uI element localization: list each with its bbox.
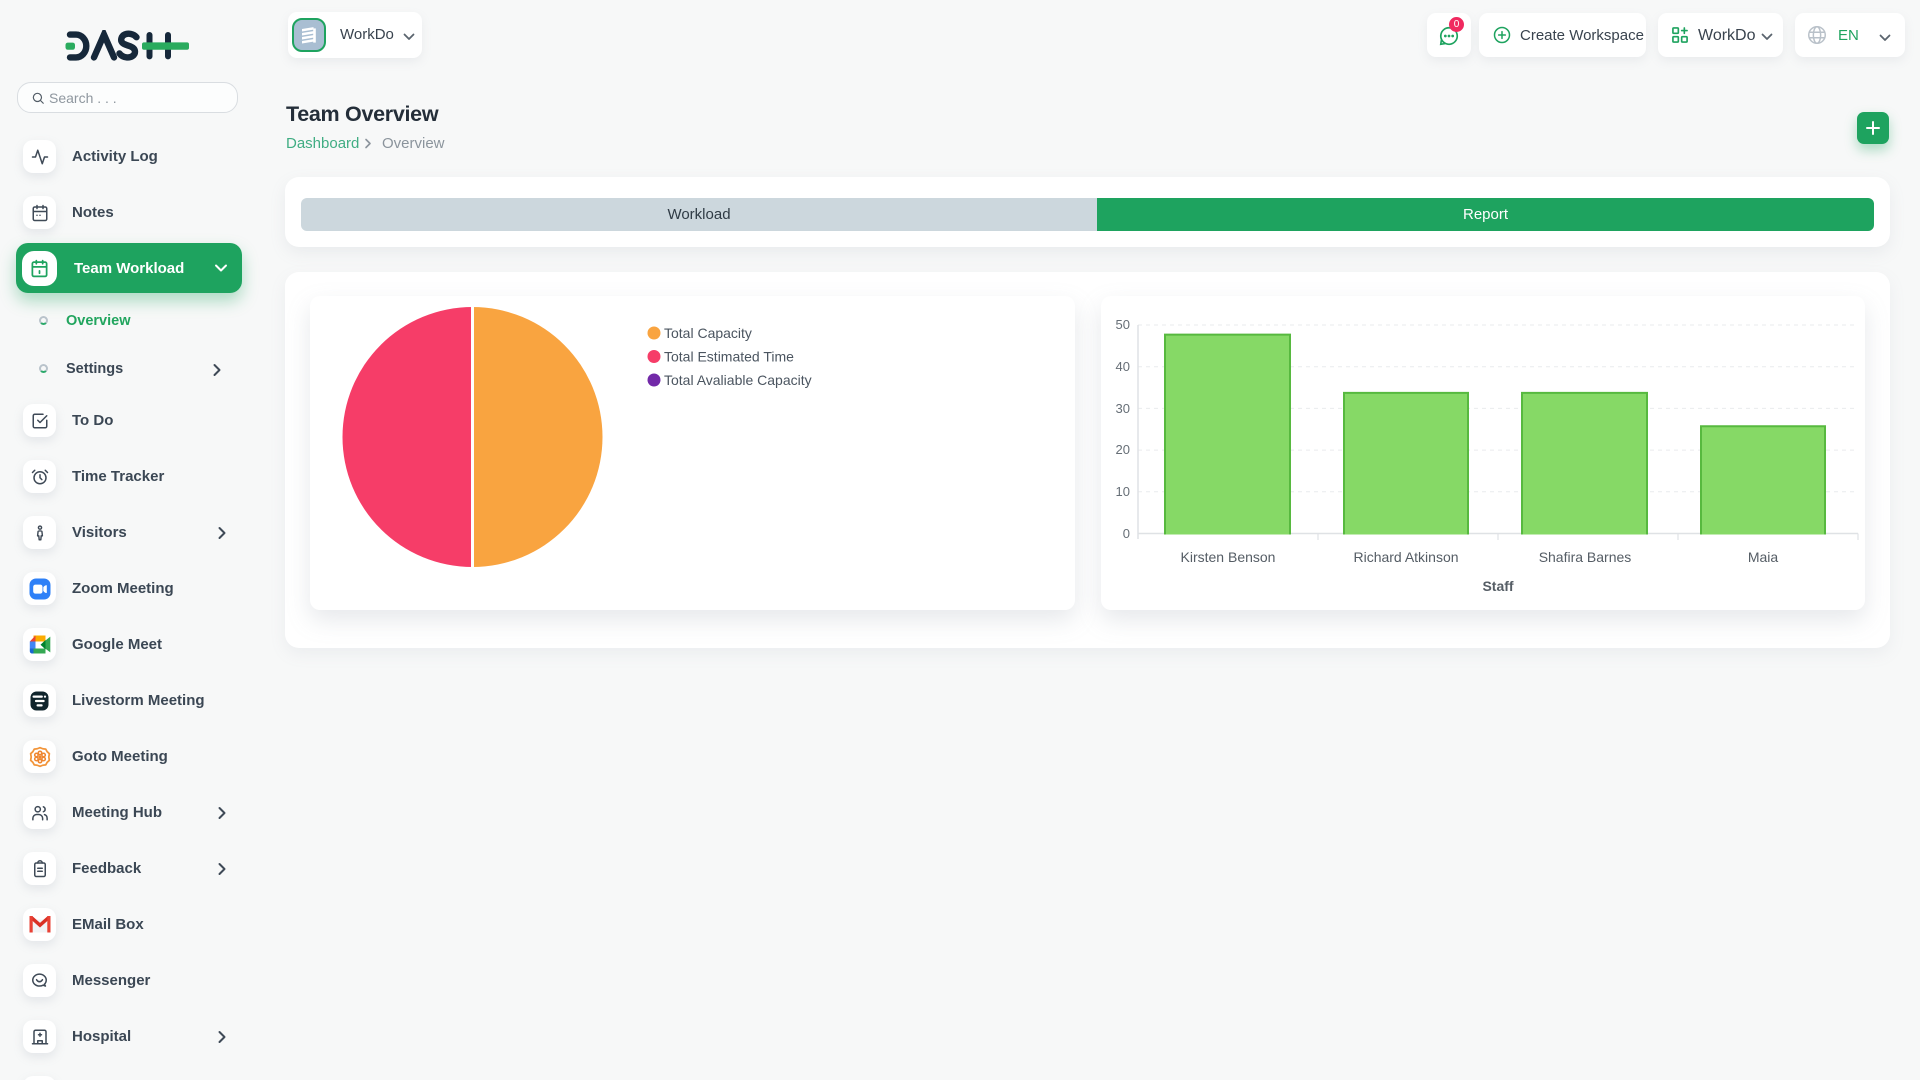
svg-text:Kirsten Benson: Kirsten Benson (1181, 549, 1276, 565)
svg-text:Maia: Maia (1748, 549, 1779, 565)
svg-text:Total Estimated Time: Total Estimated Time (664, 349, 794, 365)
svg-text:50: 50 (1116, 317, 1130, 332)
svg-text:Richard Atkinson: Richard Atkinson (1353, 549, 1458, 565)
svg-text:Staff: Staff (1482, 578, 1513, 594)
svg-text:30: 30 (1116, 401, 1130, 416)
svg-text:Total Capacity: Total Capacity (664, 325, 752, 341)
svg-text:40: 40 (1116, 359, 1130, 374)
svg-text:Total Avaliable Capacity: Total Avaliable Capacity (664, 372, 812, 388)
svg-text:20: 20 (1116, 442, 1130, 457)
svg-text:Shafira Barnes: Shafira Barnes (1539, 549, 1632, 565)
svg-text:10: 10 (1116, 484, 1130, 499)
svg-text:0: 0 (1123, 526, 1130, 541)
